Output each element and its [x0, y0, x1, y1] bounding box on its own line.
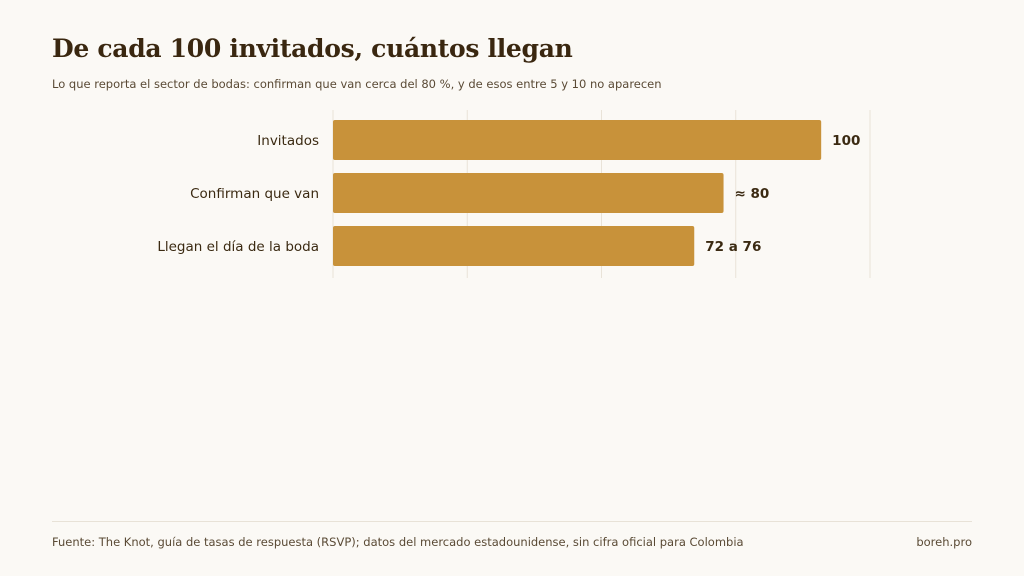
value-label-1: ≈ 80	[735, 186, 770, 202]
bar-chart: Invitados 100 Confirman que van ≈ 80 Llegan …	[157, 110, 871, 278]
chart-title: De cada 100 invitados, cuántos llegan	[52, 34, 573, 63]
source-note: Fuente: The Knot, guía de tasas de respu…	[52, 535, 744, 549]
footer-divider	[52, 521, 972, 522]
bar-0	[333, 120, 822, 160]
value-label-0: 100	[832, 133, 860, 149]
value-label-2: 72 a 76	[705, 239, 761, 255]
bar-2	[333, 226, 695, 266]
brand-label: boreh.pro	[916, 535, 972, 549]
category-label-0: Invitados	[257, 133, 319, 149]
chart-subtitle: Lo que reporta el sector de bodas: confi…	[52, 77, 662, 91]
category-label-2: Llegan el día de la boda	[157, 239, 319, 255]
bar-1	[333, 173, 724, 213]
category-label-1: Confirman que van	[190, 186, 319, 202]
